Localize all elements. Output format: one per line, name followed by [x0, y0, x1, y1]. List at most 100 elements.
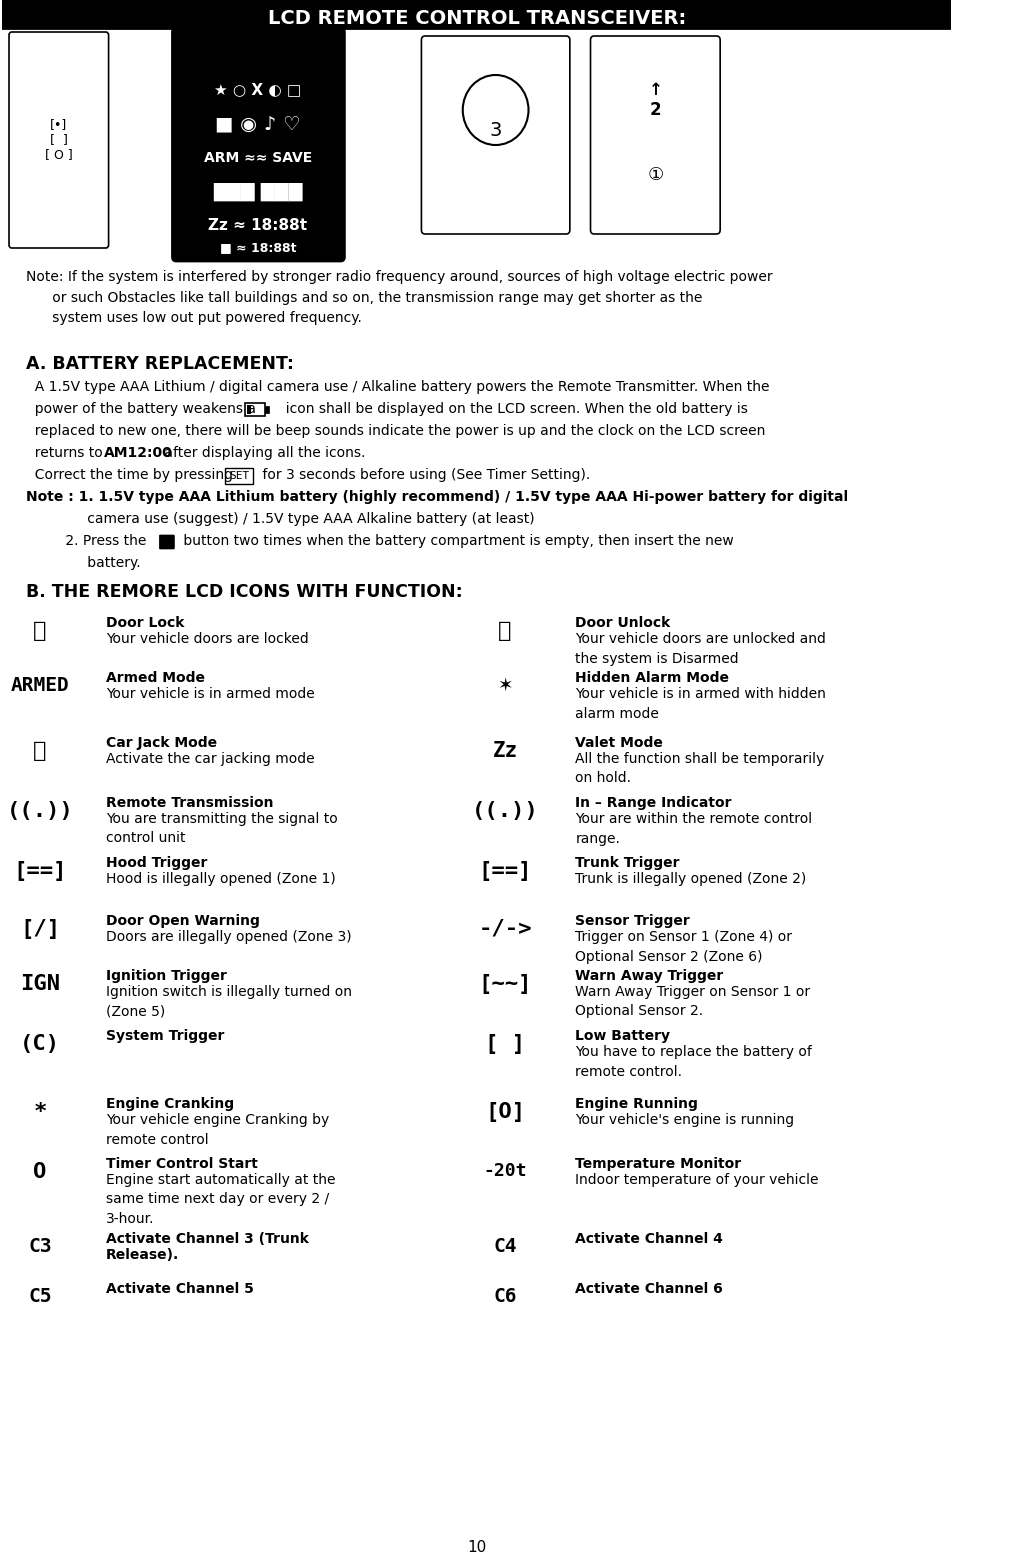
Text: 3: 3: [490, 121, 502, 139]
Text: 🔫: 🔫: [33, 741, 46, 761]
Text: Zz ≈ 18:88t: Zz ≈ 18:88t: [208, 218, 307, 232]
Text: [==]: [==]: [13, 861, 67, 882]
Text: Ignition switch is illegally turned on
(Zone 5): Ignition switch is illegally turned on (…: [106, 985, 351, 1018]
Text: ★ ○ X ◐ □: ★ ○ X ◐ □: [214, 83, 302, 97]
Text: battery.: battery.: [26, 556, 140, 570]
Text: In – Range Indicator: In – Range Indicator: [576, 796, 732, 810]
Text: 2. Press the: 2. Press the: [26, 534, 150, 548]
Text: Door Open Warning: Door Open Warning: [106, 915, 260, 929]
Text: [~~]: [~~]: [479, 974, 532, 994]
Text: [/]: [/]: [20, 919, 60, 940]
Text: ①: ①: [647, 166, 664, 183]
Text: Note : 1. 1.5V type AAA Lithium battery (highly recommend) / 1.5V type AAA Hi-po: Note : 1. 1.5V type AAA Lithium battery …: [26, 490, 848, 504]
Text: Warn Away Trigger on Sensor 1 or
Optional Sensor 2.: Warn Away Trigger on Sensor 1 or Optiona…: [576, 985, 811, 1018]
Text: AM12:00: AM12:00: [104, 446, 173, 460]
Text: Hood Trigger: Hood Trigger: [106, 857, 207, 871]
Text: B. THE REMORE LCD ICONS WITH FUNCTION:: B. THE REMORE LCD ICONS WITH FUNCTION:: [26, 583, 463, 601]
Text: All the function shall be temporarily
on hold.: All the function shall be temporarily on…: [576, 752, 825, 786]
Text: [==]: [==]: [479, 861, 532, 882]
Text: Your vehicle's engine is running: Your vehicle's engine is running: [576, 1113, 795, 1128]
Text: You are transmitting the signal to
control unit: You are transmitting the signal to contr…: [106, 813, 337, 846]
Text: ((.)): ((.)): [472, 800, 538, 821]
Text: Your vehicle is in armed mode: Your vehicle is in armed mode: [106, 687, 314, 702]
FancyBboxPatch shape: [244, 402, 266, 417]
Text: Trunk Trigger: Trunk Trigger: [576, 857, 680, 871]
Text: [•]
[  ]
[ O ]: [•] [ ] [ O ]: [44, 119, 73, 161]
Text: returns to: returns to: [26, 446, 107, 460]
Text: Correct the time by pressing: Correct the time by pressing: [26, 468, 237, 482]
Text: ARM ≈≈ SAVE: ARM ≈≈ SAVE: [204, 150, 312, 164]
Text: Temperature Monitor: Temperature Monitor: [576, 1157, 741, 1171]
Text: ARMED: ARMED: [11, 677, 70, 695]
Text: -/->: -/->: [479, 919, 532, 940]
Text: for 3 seconds before using (See Timer Setting).: for 3 seconds before using (See Timer Se…: [258, 468, 590, 482]
Text: C5: C5: [28, 1287, 52, 1306]
FancyBboxPatch shape: [266, 406, 270, 413]
Text: Armed Mode: Armed Mode: [106, 670, 205, 684]
Text: Your vehicle doors are locked: Your vehicle doors are locked: [106, 633, 308, 647]
Text: A. BATTERY REPLACEMENT:: A. BATTERY REPLACEMENT:: [26, 355, 294, 373]
Text: Doors are illegally opened (Zone 3): Doors are illegally opened (Zone 3): [106, 930, 351, 944]
Text: Note: If the system is interfered by stronger radio frequency around, sources of: Note: If the system is interfered by str…: [26, 269, 773, 326]
Text: Ignition Trigger: Ignition Trigger: [106, 969, 226, 983]
Text: 🔒: 🔒: [33, 622, 46, 640]
Text: Valet Mode: Valet Mode: [576, 736, 664, 750]
Text: Trunk is illegally opened (Zone 2): Trunk is illegally opened (Zone 2): [576, 872, 807, 886]
Text: Engine start automatically at the
same time next day or every 2 /
3-hour.: Engine start automatically at the same t…: [106, 1173, 335, 1226]
Text: Sensor Trigger: Sensor Trigger: [576, 915, 690, 929]
Text: 🔓: 🔓: [498, 622, 512, 640]
Text: icon shall be displayed on the LCD screen. When the old battery is: icon shall be displayed on the LCD scree…: [277, 402, 747, 417]
Text: C6: C6: [493, 1287, 517, 1306]
Text: IGN: IGN: [20, 974, 60, 994]
Text: ■ ≈ 18:88t: ■ ≈ 18:88t: [220, 241, 296, 255]
Text: Your are within the remote control
range.: Your are within the remote control range…: [576, 813, 813, 846]
Text: Low Battery: Low Battery: [576, 1029, 671, 1043]
FancyBboxPatch shape: [2, 0, 951, 28]
Text: Activate Channel 4: Activate Channel 4: [576, 1232, 723, 1247]
Text: A 1.5V type AAA Lithium / digital camera use / Alkaline battery powers the Remot: A 1.5V type AAA Lithium / digital camera…: [26, 381, 770, 395]
Circle shape: [463, 75, 528, 146]
Text: Warn Away Trigger: Warn Away Trigger: [576, 969, 724, 983]
FancyBboxPatch shape: [9, 31, 109, 247]
Text: C4: C4: [493, 1237, 517, 1256]
Text: C3: C3: [28, 1237, 52, 1256]
Text: LCD REMOTE CONTROL TRANSCEIVER:: LCD REMOTE CONTROL TRANSCEIVER:: [268, 9, 686, 28]
Text: Car Jack Mode: Car Jack Mode: [106, 736, 217, 750]
FancyBboxPatch shape: [246, 406, 251, 413]
Text: Activate the car jacking mode: Activate the car jacking mode: [106, 752, 314, 766]
FancyBboxPatch shape: [421, 36, 570, 233]
Text: after displaying all the icons.: after displaying all the icons.: [161, 446, 366, 460]
Text: Your vehicle engine Cranking by
remote control: Your vehicle engine Cranking by remote c…: [106, 1113, 329, 1146]
FancyBboxPatch shape: [591, 36, 720, 233]
Text: button two times when the battery compartment is empty, then insert the new: button two times when the battery compar…: [179, 534, 734, 548]
Text: [O]: [O]: [485, 1102, 525, 1121]
Text: ✶: ✶: [498, 677, 512, 695]
Text: Engine Running: Engine Running: [576, 1098, 698, 1110]
Text: Activate Channel 3 (Trunk
Release).: Activate Channel 3 (Trunk Release).: [106, 1232, 309, 1262]
Text: ↑
2: ↑ 2: [648, 80, 663, 119]
Text: ((.)): ((.)): [7, 800, 74, 821]
FancyBboxPatch shape: [225, 468, 254, 484]
Text: camera use (suggest) / 1.5V type AAA Alkaline battery (at least): camera use (suggest) / 1.5V type AAA Alk…: [26, 512, 534, 526]
Text: System Trigger: System Trigger: [106, 1029, 224, 1043]
Text: Remote Transmission: Remote Transmission: [106, 796, 274, 810]
Text: Engine Cranking: Engine Cranking: [106, 1098, 234, 1110]
Text: ■ ◉ ♪ ♡: ■ ◉ ♪ ♡: [215, 116, 301, 135]
Text: Hidden Alarm Mode: Hidden Alarm Mode: [576, 670, 729, 684]
Text: Door Unlock: Door Unlock: [576, 615, 671, 630]
Text: 10: 10: [468, 1541, 487, 1555]
Text: You have to replace the battery of
remote control.: You have to replace the battery of remot…: [576, 1045, 812, 1079]
Text: Your vehicle is in armed with hidden
alarm mode: Your vehicle is in armed with hidden ala…: [576, 687, 826, 720]
Text: Hood is illegally opened (Zone 1): Hood is illegally opened (Zone 1): [106, 872, 335, 886]
Text: SET: SET: [229, 471, 249, 481]
Text: (C): (C): [20, 1034, 60, 1054]
Text: -20t: -20t: [483, 1162, 527, 1181]
Text: Zz: Zz: [493, 741, 518, 761]
Text: power of the battery weakens a: power of the battery weakens a: [26, 402, 265, 417]
Text: *: *: [33, 1102, 46, 1121]
Text: Activate Channel 6: Activate Channel 6: [576, 1283, 723, 1297]
FancyBboxPatch shape: [160, 536, 175, 550]
FancyBboxPatch shape: [173, 28, 344, 262]
Text: [ ]: [ ]: [485, 1034, 525, 1054]
Text: Timer Control Start: Timer Control Start: [106, 1157, 258, 1171]
